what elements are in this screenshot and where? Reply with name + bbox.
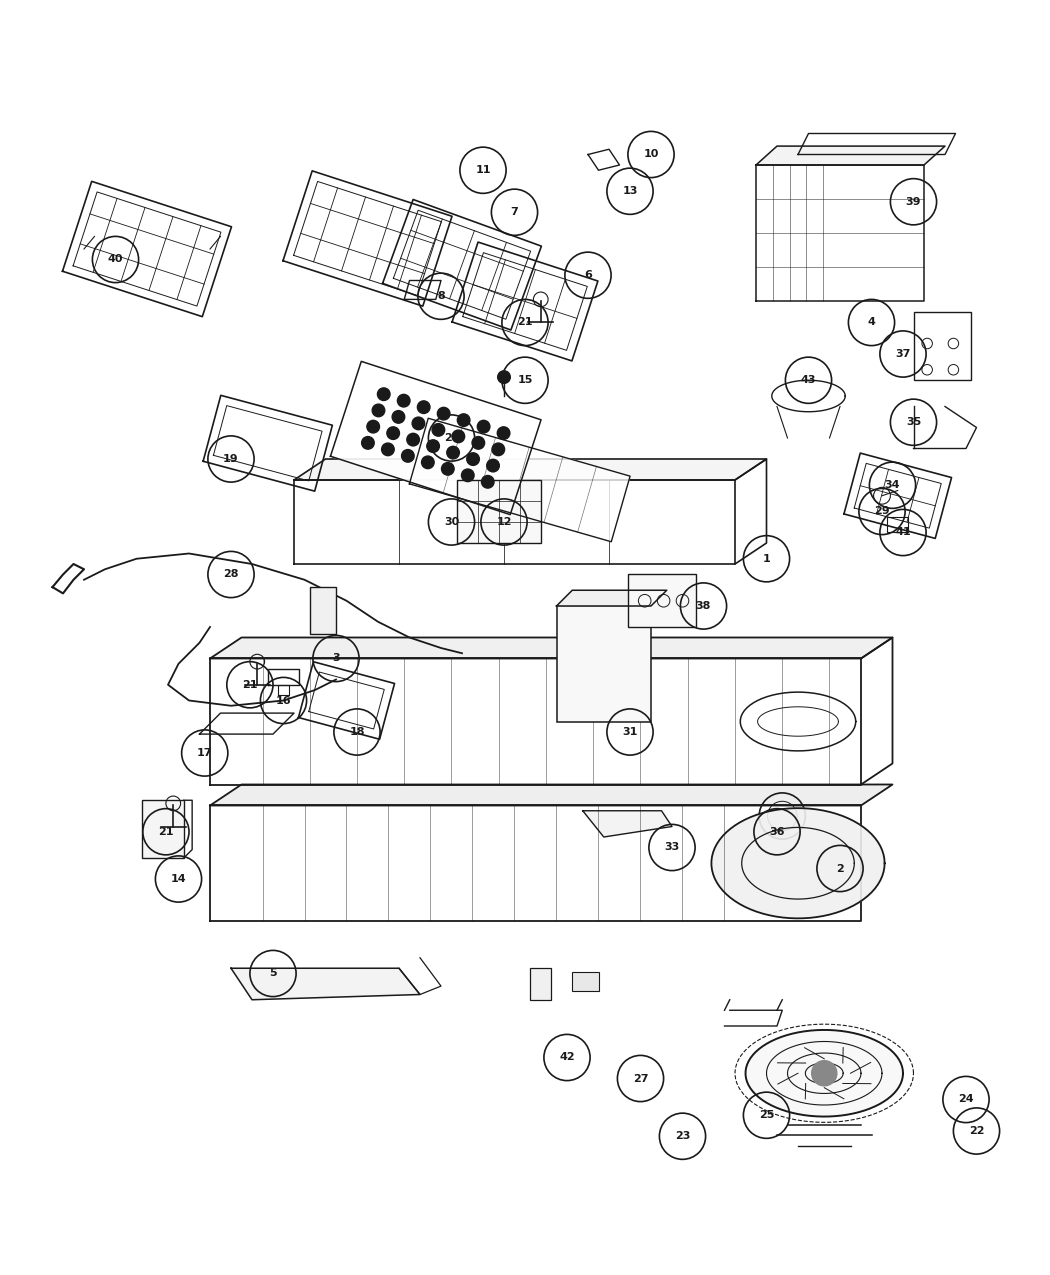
Text: 17: 17 (197, 748, 212, 759)
Circle shape (498, 371, 510, 384)
Circle shape (401, 450, 414, 462)
Text: 11: 11 (476, 166, 490, 175)
Circle shape (467, 453, 480, 465)
Circle shape (381, 442, 394, 455)
Text: 27: 27 (633, 1074, 648, 1084)
Polygon shape (712, 808, 884, 918)
Polygon shape (210, 658, 861, 784)
Text: 24: 24 (959, 1094, 973, 1104)
Text: 29: 29 (875, 506, 889, 516)
Circle shape (478, 421, 490, 434)
Text: 16: 16 (276, 695, 291, 705)
Polygon shape (294, 459, 766, 479)
FancyBboxPatch shape (628, 575, 696, 627)
Circle shape (438, 407, 450, 419)
Text: 43: 43 (801, 375, 816, 385)
FancyBboxPatch shape (556, 606, 651, 722)
Text: 42: 42 (560, 1052, 574, 1062)
Polygon shape (556, 590, 667, 606)
Circle shape (447, 446, 460, 459)
Polygon shape (210, 638, 892, 658)
Text: 1: 1 (762, 553, 771, 564)
Circle shape (418, 400, 430, 413)
Text: 15: 15 (518, 375, 532, 385)
Polygon shape (756, 147, 945, 164)
FancyBboxPatch shape (530, 968, 551, 1000)
Circle shape (392, 411, 404, 423)
Text: 41: 41 (896, 528, 910, 538)
Text: 19: 19 (224, 454, 238, 464)
Text: 14: 14 (171, 873, 186, 884)
Circle shape (386, 427, 399, 440)
Circle shape (472, 436, 485, 449)
Text: 5: 5 (269, 969, 277, 978)
Text: 20: 20 (444, 434, 459, 442)
Circle shape (377, 388, 390, 400)
Text: 8: 8 (437, 291, 445, 301)
Text: 34: 34 (885, 481, 900, 491)
Text: 23: 23 (675, 1131, 690, 1141)
FancyBboxPatch shape (457, 479, 541, 543)
Polygon shape (210, 784, 892, 806)
FancyBboxPatch shape (142, 801, 184, 858)
Circle shape (453, 430, 465, 442)
Text: 33: 33 (665, 843, 679, 853)
Text: 6: 6 (584, 270, 592, 280)
Text: 7: 7 (510, 208, 519, 217)
Text: 30: 30 (444, 516, 459, 527)
Text: 39: 39 (906, 196, 921, 207)
Polygon shape (331, 361, 541, 515)
Polygon shape (210, 806, 861, 921)
Circle shape (441, 463, 454, 476)
Text: 36: 36 (770, 826, 784, 836)
Circle shape (421, 456, 434, 469)
Polygon shape (583, 811, 672, 836)
Text: 37: 37 (896, 349, 910, 360)
Text: 21: 21 (243, 680, 257, 690)
Text: 4: 4 (867, 317, 876, 328)
Text: 21: 21 (159, 826, 173, 836)
Text: 40: 40 (108, 255, 123, 264)
Polygon shape (756, 164, 924, 301)
Text: 13: 13 (623, 186, 637, 196)
Text: 3: 3 (332, 654, 340, 663)
Circle shape (458, 414, 470, 426)
Text: 28: 28 (224, 570, 238, 580)
FancyBboxPatch shape (310, 586, 336, 635)
Text: 12: 12 (497, 516, 511, 527)
Text: 25: 25 (759, 1111, 774, 1121)
Polygon shape (294, 479, 735, 564)
Circle shape (366, 421, 379, 434)
Text: 35: 35 (906, 417, 921, 427)
Circle shape (426, 440, 439, 453)
Circle shape (462, 469, 475, 482)
Circle shape (812, 1061, 837, 1086)
Circle shape (498, 427, 510, 440)
Text: 31: 31 (623, 727, 637, 737)
Circle shape (397, 394, 410, 407)
FancyBboxPatch shape (572, 973, 598, 992)
Text: 21: 21 (518, 317, 532, 328)
Circle shape (406, 434, 419, 446)
Text: 2: 2 (836, 863, 844, 873)
Polygon shape (231, 968, 420, 1000)
Circle shape (492, 442, 505, 455)
Circle shape (372, 404, 384, 417)
Text: 38: 38 (696, 601, 711, 611)
Text: 18: 18 (350, 727, 364, 737)
Circle shape (412, 417, 424, 430)
Polygon shape (746, 1030, 903, 1117)
Circle shape (482, 476, 495, 488)
Circle shape (361, 436, 374, 449)
Text: 10: 10 (644, 149, 658, 159)
Circle shape (433, 423, 445, 436)
Circle shape (487, 459, 500, 472)
Text: 22: 22 (969, 1126, 984, 1136)
Polygon shape (410, 418, 630, 542)
